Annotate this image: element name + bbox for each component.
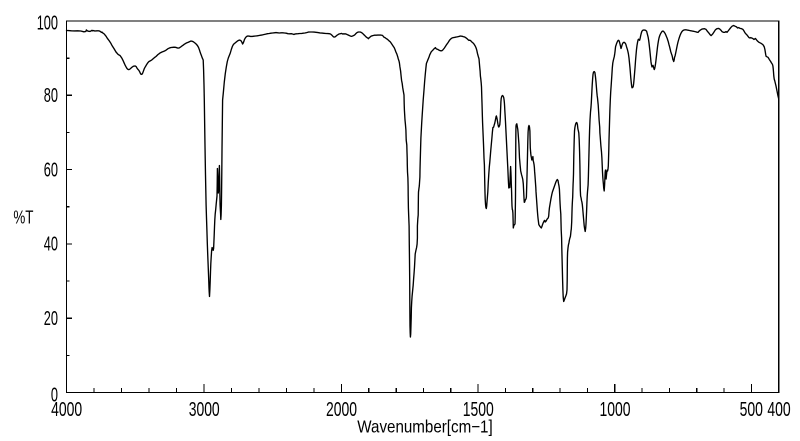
svg-text:40: 40 xyxy=(44,234,58,256)
svg-text:2000: 2000 xyxy=(326,399,357,421)
svg-text:60: 60 xyxy=(44,159,58,181)
svg-text:Wavenumber[cm−1]: Wavenumber[cm−1] xyxy=(357,417,492,437)
svg-text:400: 400 xyxy=(767,399,790,421)
svg-text:20: 20 xyxy=(44,308,58,330)
svg-text:0: 0 xyxy=(51,384,58,406)
svg-text:100: 100 xyxy=(37,12,58,34)
svg-text:80: 80 xyxy=(44,85,58,107)
svg-text:500: 500 xyxy=(740,399,763,421)
svg-text:1500: 1500 xyxy=(463,399,494,421)
svg-text:3000: 3000 xyxy=(189,399,220,421)
svg-text:1000: 1000 xyxy=(600,399,631,421)
svg-text:%T: %T xyxy=(13,208,33,228)
svg-text:4000: 4000 xyxy=(51,399,82,421)
